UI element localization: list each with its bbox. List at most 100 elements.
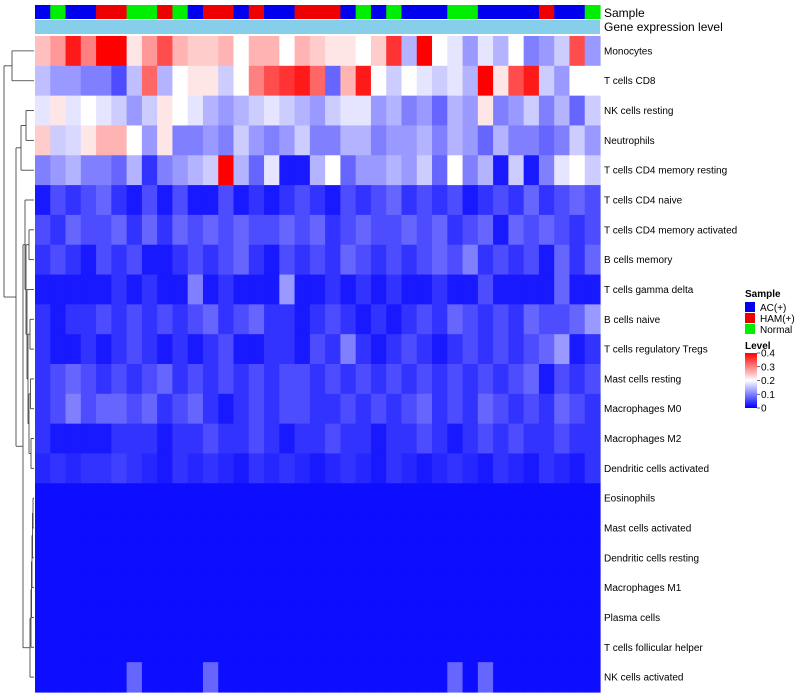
heatmap-cell: [157, 185, 174, 216]
heatmap-cell: [126, 602, 143, 633]
heatmap-cell: [96, 542, 112, 574]
heatmap-cell: [325, 244, 342, 276]
heatmap-cell: [340, 155, 357, 186]
heatmap-cell: [416, 304, 433, 335]
heatmap-cell: [264, 483, 280, 514]
heatmap-cell: [248, 244, 265, 276]
legend-label-ham: HAM(+): [760, 314, 795, 325]
heatmap-cell: [538, 244, 555, 276]
legend-swatch-ac: [745, 302, 755, 312]
heatmap-cell: [248, 483, 265, 514]
heatmap-cell: [218, 274, 235, 305]
heatmap-cell: [462, 393, 479, 425]
heatmap-cell: [157, 214, 174, 246]
heatmap-cell: [65, 95, 82, 127]
level-legend: Level 0.4 0.3 0.2 0.1 0: [745, 341, 775, 415]
heatmap-cell: [477, 453, 494, 484]
heatmap-cell: [554, 513, 571, 544]
heatmap-cell: [462, 453, 479, 484]
heatmap-cell: [538, 483, 555, 514]
heatmap-cell: [111, 632, 128, 663]
row-label: T cells regulatory Tregs: [604, 345, 708, 356]
heatmap-cell: [96, 602, 112, 633]
heatmap-cell: [493, 423, 509, 455]
heatmap-cell: [264, 572, 280, 604]
heatmap-cell: [202, 453, 219, 484]
heatmap-cell: [340, 542, 357, 574]
legend-swatch-normal: [745, 324, 755, 334]
heatmap-cell: [264, 155, 280, 186]
heatmap-cell: [523, 483, 540, 514]
heatmap-cell: [325, 334, 342, 365]
heatmap-cell: [416, 542, 433, 574]
heatmap-cell: [538, 65, 555, 97]
heatmap-cell: [554, 125, 571, 156]
heatmap-cell: [233, 214, 250, 246]
heatmap-cell: [355, 334, 372, 365]
heatmap-cell: [157, 274, 174, 305]
heatmap-cell: [477, 95, 494, 127]
heatmap-cell: [111, 185, 128, 216]
sample-annotation-cell: [462, 5, 479, 19]
heatmap-cell: [218, 244, 235, 276]
heatmap-cell: [340, 185, 357, 216]
heatmap-cell: [370, 602, 387, 633]
heatmap-cell: [279, 364, 296, 395]
heatmap-cell: [50, 36, 67, 67]
heatmap-cell: [355, 602, 372, 633]
heatmap-cell: [447, 95, 464, 127]
heatmap-cell: [569, 572, 586, 604]
heatmap-cell: [202, 125, 219, 156]
sample-annotation-cell: [569, 5, 586, 19]
heatmap-cell: [96, 393, 112, 425]
heatmap-cell: [447, 662, 464, 693]
heatmap-cell: [477, 65, 494, 97]
heatmap-cell: [157, 364, 174, 395]
heatmap-cell: [370, 423, 387, 455]
heatmap-cell: [432, 513, 448, 544]
heatmap-cell: [50, 632, 67, 663]
heatmap-cell: [462, 632, 479, 663]
heatmap-cell: [538, 572, 555, 604]
heatmap-cell: [157, 453, 174, 484]
heatmap-cell: [141, 304, 158, 335]
heatmap-cell: [325, 513, 342, 544]
heatmap-cell: [538, 214, 555, 246]
sample-annotation-cell: [35, 5, 51, 19]
heatmap-cell: [508, 155, 525, 186]
heatmap-cell: [309, 155, 326, 186]
heatmap-cell: [141, 662, 158, 693]
heatmap-cell: [370, 393, 387, 425]
row-label: Macrophages M1: [604, 583, 682, 594]
heatmap-cell: [477, 185, 494, 216]
heatmap-cell: [218, 364, 235, 395]
heatmap-cell: [432, 542, 448, 574]
heatmap-cell: [432, 304, 448, 335]
heatmap-cell: [462, 214, 479, 246]
heatmap-cell: [416, 185, 433, 216]
heatmap-cell: [493, 214, 509, 246]
heatmap-cell: [432, 274, 448, 305]
heatmap-cell: [233, 662, 250, 693]
heatmap-cell: [477, 155, 494, 186]
heatmap-cell: [202, 632, 219, 663]
heatmap-cell: [187, 304, 204, 335]
heatmap-cell: [65, 274, 82, 305]
row-label: Monocytes: [604, 46, 652, 57]
sample-annotation-cell: [141, 5, 158, 19]
heatmap-cell: [111, 513, 128, 544]
heatmap-cell: [35, 662, 51, 693]
heatmap-cell: [126, 274, 143, 305]
heatmap-cell: [569, 513, 586, 544]
heatmap-cell: [233, 65, 250, 97]
heatmap-cell: [508, 244, 525, 276]
row-label: T cells gamma delta: [604, 285, 694, 296]
heatmap-cell: [416, 214, 433, 246]
heatmap-cell: [65, 155, 82, 186]
heatmap-cell: [279, 185, 296, 216]
heatmap-cell: [432, 364, 448, 395]
heatmap-cell: [386, 334, 403, 365]
heatmap-cell: [401, 423, 418, 455]
heatmap-cell: [141, 542, 158, 574]
heatmap-cell: [508, 185, 525, 216]
